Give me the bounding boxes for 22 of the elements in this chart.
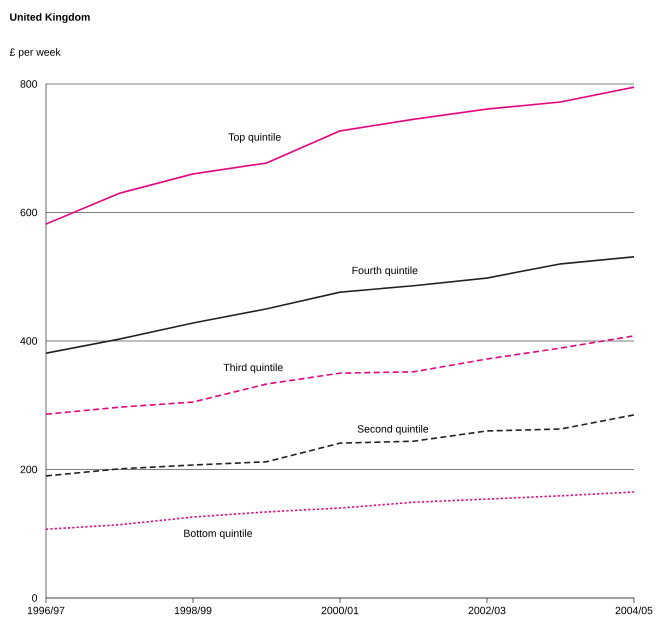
x-tick-label: 1996/97 [28,606,64,614]
line-series [45,414,635,477]
y-tick-label: 0 [32,594,38,602]
series-label: Bottom quintile [184,529,252,540]
line-series [45,335,635,416]
y-tick-label: 600 [20,208,38,216]
series-label: Second quintile [358,424,428,435]
x-tick-label: 1998/99 [174,606,212,614]
y-tick-label: 400 [20,337,38,345]
line-series [45,256,635,354]
line-series [45,86,635,225]
y-tick-label: 800 [20,80,38,88]
x-tick-label: 2004/05 [616,606,652,614]
x-tick-label: 2000/01 [322,606,358,614]
x-tick-label: 2002/03 [468,606,506,614]
series-label: Fourth quintile [352,266,418,276]
line-series [45,491,635,530]
series-label: Third quintile [224,363,283,374]
series-label: Top quintile [228,133,281,143]
y-tick-label: 200 [20,466,38,474]
y-axis-title: £ per week [10,48,61,58]
chart-title: United Kingdom [10,13,90,23]
